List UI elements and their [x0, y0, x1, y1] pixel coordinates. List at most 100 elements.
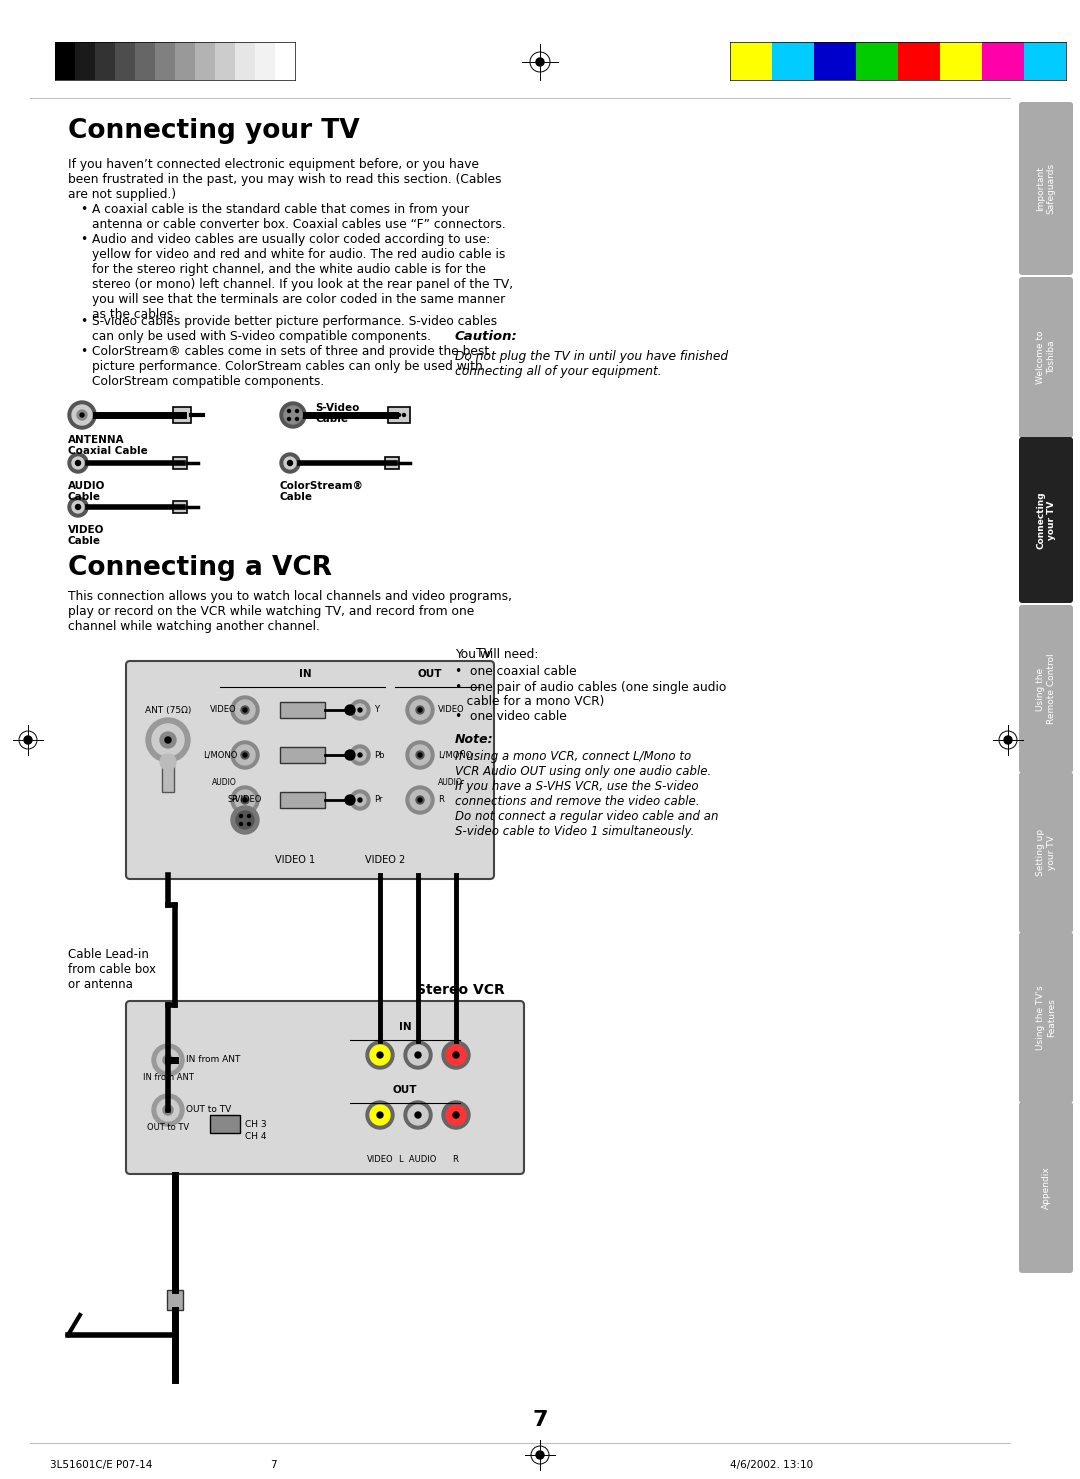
Circle shape [408, 1105, 428, 1126]
Text: IN from ANT: IN from ANT [186, 1056, 241, 1065]
Circle shape [345, 796, 355, 805]
Text: R: R [231, 796, 237, 805]
Circle shape [406, 697, 434, 725]
Circle shape [453, 1052, 459, 1057]
Text: IN: IN [399, 1022, 411, 1032]
Circle shape [408, 1046, 428, 1065]
Text: 7: 7 [270, 1460, 276, 1470]
Text: Welcome to
Toshiba: Welcome to Toshiba [1037, 331, 1056, 385]
Circle shape [415, 1112, 421, 1118]
FancyBboxPatch shape [1020, 436, 1074, 603]
Text: Cable: Cable [68, 535, 102, 546]
Circle shape [165, 737, 171, 742]
Text: •  one coaxial cable: • one coaxial cable [455, 666, 577, 677]
Text: S-video cables provide better picture performance. S-video cables
can only be us: S-video cables provide better picture pe… [92, 315, 497, 343]
Bar [255, 41, 275, 80]
Text: Connecting your TV: Connecting your TV [68, 118, 360, 143]
Text: If you haven’t connected electronic equipment before, or you have
been frustrate: If you haven’t connected electronic equi… [68, 158, 501, 201]
Text: ANTENNA: ANTENNA [68, 435, 124, 445]
Circle shape [406, 785, 434, 813]
Circle shape [357, 753, 362, 757]
Circle shape [68, 401, 96, 429]
Circle shape [406, 741, 434, 769]
Circle shape [287, 417, 291, 420]
Text: VIDEO: VIDEO [211, 705, 237, 714]
Text: Important
Safeguards: Important Safeguards [1037, 163, 1056, 214]
FancyBboxPatch shape [126, 661, 494, 879]
Bar [95, 41, 114, 80]
Text: Do not plug the TV in until you have finished
connecting all of your equipment.: Do not plug the TV in until you have fin… [455, 351, 728, 379]
Bar [897, 41, 940, 80]
Circle shape [72, 457, 84, 469]
Bar [730, 41, 772, 80]
Circle shape [157, 1049, 179, 1071]
Text: Pr: Pr [374, 796, 382, 805]
Circle shape [280, 402, 306, 427]
Text: Using the TV's
Features: Using the TV's Features [1037, 985, 1056, 1050]
Text: Cable Lead-in
from cable box
or antenna: Cable Lead-in from cable box or antenna [68, 948, 156, 991]
Circle shape [410, 790, 430, 810]
Bar [856, 41, 897, 80]
Bar [55, 41, 75, 80]
Circle shape [350, 745, 370, 765]
Bar [280, 703, 325, 717]
Text: ColorStream®: ColorStream® [280, 481, 364, 491]
Text: 4/6/2002. 13:10: 4/6/2002. 13:10 [730, 1460, 813, 1470]
Circle shape [231, 806, 259, 834]
Text: Y: Y [374, 705, 379, 714]
Circle shape [240, 815, 243, 818]
Circle shape [243, 753, 247, 757]
Bar [814, 41, 856, 80]
Circle shape [160, 732, 176, 748]
Text: OUT to TV: OUT to TV [147, 1123, 189, 1131]
Circle shape [284, 457, 296, 469]
Circle shape [404, 1100, 432, 1128]
Circle shape [377, 1052, 383, 1057]
Text: Pb: Pb [374, 750, 384, 760]
Circle shape [370, 1105, 390, 1126]
Circle shape [235, 700, 255, 720]
Circle shape [418, 799, 422, 802]
Text: S-Video: S-Video [315, 402, 360, 413]
Circle shape [354, 748, 366, 762]
Circle shape [403, 414, 405, 417]
Bar [210, 1115, 240, 1133]
Circle shape [416, 751, 424, 759]
Bar [1024, 41, 1066, 80]
Circle shape [241, 705, 249, 714]
Circle shape [68, 497, 87, 518]
Circle shape [243, 708, 247, 711]
Circle shape [284, 407, 302, 424]
FancyBboxPatch shape [126, 1001, 524, 1174]
Circle shape [146, 717, 190, 762]
Circle shape [241, 796, 249, 805]
Bar [388, 407, 410, 423]
Bar [167, 1290, 183, 1310]
Circle shape [240, 822, 243, 825]
Bar [280, 791, 325, 808]
Text: Coaxial Cable: Coaxial Cable [68, 447, 148, 456]
Circle shape [416, 705, 424, 714]
Circle shape [296, 417, 298, 420]
Circle shape [160, 754, 176, 771]
Circle shape [80, 413, 84, 417]
Circle shape [231, 785, 259, 813]
FancyBboxPatch shape [1020, 772, 1074, 933]
Text: CH 3: CH 3 [245, 1120, 267, 1128]
Circle shape [446, 1105, 465, 1126]
Circle shape [235, 790, 255, 810]
Text: VIDEO: VIDEO [68, 525, 105, 535]
Circle shape [241, 751, 249, 759]
Text: Note:: Note: [455, 734, 494, 745]
Circle shape [442, 1100, 470, 1128]
Circle shape [243, 799, 247, 802]
Text: Stereo VCR: Stereo VCR [416, 984, 505, 997]
Text: 7: 7 [532, 1409, 548, 1430]
Circle shape [72, 501, 84, 513]
Circle shape [163, 1055, 173, 1065]
Circle shape [166, 1108, 170, 1112]
Circle shape [453, 1112, 459, 1118]
Circle shape [416, 796, 424, 805]
Circle shape [163, 1105, 173, 1115]
Text: OUT to TV: OUT to TV [186, 1105, 231, 1115]
